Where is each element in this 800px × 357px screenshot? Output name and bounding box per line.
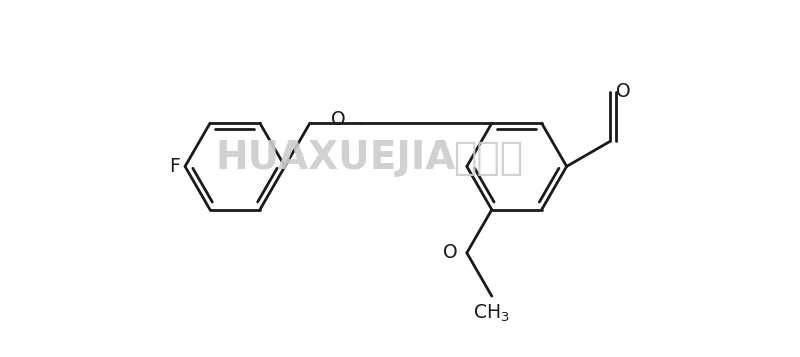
Text: CH$_3$: CH$_3$ [474,302,510,324]
Text: O: O [442,243,457,262]
Text: O: O [616,82,631,101]
Text: F: F [170,157,180,176]
Text: HUAXUEJIA: HUAXUEJIA [215,139,456,177]
Text: 化学加: 化学加 [454,139,524,177]
Text: O: O [330,110,346,129]
